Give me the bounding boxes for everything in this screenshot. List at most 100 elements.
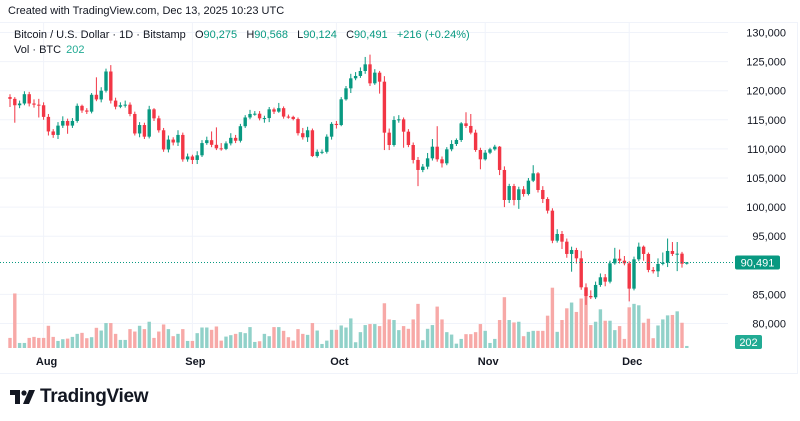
volume-bar xyxy=(104,323,108,348)
candle-body xyxy=(176,134,180,143)
candle xyxy=(137,122,142,138)
tradingview-logo[interactable]: TradingView xyxy=(10,386,149,408)
candle-body xyxy=(401,119,406,132)
candle-body xyxy=(680,253,684,264)
volume-bar xyxy=(243,333,247,348)
candle-body xyxy=(185,156,190,160)
volume-bar xyxy=(526,331,531,348)
volume-bar xyxy=(521,336,526,348)
candle xyxy=(406,129,411,148)
volume-bar xyxy=(560,320,564,348)
candle-body xyxy=(685,262,689,264)
volume-bar xyxy=(176,333,180,348)
candle-body xyxy=(56,125,60,135)
candle-body xyxy=(512,186,516,200)
volume-bar xyxy=(680,322,684,348)
candle-body xyxy=(27,94,31,104)
volume-bar xyxy=(406,328,411,348)
candle xyxy=(32,99,36,108)
candle-body xyxy=(32,103,36,105)
candle-body xyxy=(651,269,655,272)
candle-body xyxy=(99,90,103,100)
price-tick-label: 115,000 xyxy=(747,115,786,127)
candle-body xyxy=(137,125,142,134)
volume-bar xyxy=(267,336,271,348)
candle xyxy=(449,140,454,152)
volume-bar xyxy=(440,319,444,348)
candle-body xyxy=(286,116,291,118)
candle xyxy=(80,104,84,113)
candle xyxy=(565,238,569,258)
candle-body xyxy=(320,151,324,153)
candle xyxy=(675,242,679,272)
volume-bar xyxy=(209,329,214,348)
candle-body xyxy=(291,116,295,120)
candle xyxy=(104,68,108,93)
candle xyxy=(238,123,243,143)
candle xyxy=(670,242,675,256)
candle xyxy=(627,261,631,302)
volume-bar xyxy=(325,340,329,348)
volume-bar xyxy=(421,340,425,348)
candle xyxy=(497,145,502,176)
candle-body xyxy=(613,258,617,264)
candle-body xyxy=(517,189,521,200)
candle xyxy=(603,274,607,287)
volume-bar xyxy=(637,305,641,348)
candle-body xyxy=(449,144,454,150)
candle-body xyxy=(536,173,540,190)
volume-bar xyxy=(454,343,459,348)
candle xyxy=(89,93,94,114)
candle xyxy=(147,105,151,139)
candle xyxy=(161,127,166,152)
price-tick-label: 95,000 xyxy=(752,231,786,243)
candle xyxy=(613,247,617,265)
candle xyxy=(157,115,161,133)
candle xyxy=(656,258,660,277)
candle-body xyxy=(80,105,84,111)
volume-bar xyxy=(224,336,228,348)
volume-bar xyxy=(17,342,22,348)
candle xyxy=(517,186,521,209)
candle xyxy=(598,273,603,287)
volume-bar xyxy=(675,311,679,348)
candle xyxy=(123,100,127,108)
price-tick-label: 120,000 xyxy=(746,86,786,98)
volume-bar xyxy=(656,325,660,348)
candle-body xyxy=(46,116,51,132)
candle xyxy=(526,178,531,196)
candle xyxy=(75,103,79,123)
volume-bar xyxy=(473,332,478,348)
candle-body xyxy=(483,152,487,160)
candle-body xyxy=(493,146,497,150)
candle xyxy=(27,91,31,107)
volume-bar xyxy=(329,329,334,348)
price-tick-label: 85,000 xyxy=(752,289,786,301)
candle xyxy=(445,147,449,166)
candle xyxy=(574,247,579,264)
candle-body xyxy=(253,113,257,115)
candle-body xyxy=(454,139,459,145)
volume-bar xyxy=(613,330,617,348)
candle xyxy=(65,118,70,134)
candle-body xyxy=(521,189,526,195)
candle-body xyxy=(118,105,123,107)
candle-body xyxy=(310,130,315,157)
candle xyxy=(593,281,598,300)
time-axis: Aug Sep Oct Nov Dec xyxy=(36,356,642,368)
candle-body xyxy=(598,277,603,285)
volume-bar xyxy=(387,319,391,348)
candle-body xyxy=(195,155,199,160)
volume-bar xyxy=(353,342,358,348)
volume-bar xyxy=(541,330,545,348)
candle-body xyxy=(656,263,660,272)
candle xyxy=(411,142,415,164)
volume-bar xyxy=(469,334,473,348)
candle-body xyxy=(339,99,343,126)
volume-bar xyxy=(205,327,209,348)
low-value: 90,124 xyxy=(303,29,337,41)
volume-bar xyxy=(51,336,55,348)
candle-body xyxy=(507,186,511,200)
volume-bar xyxy=(147,321,151,348)
